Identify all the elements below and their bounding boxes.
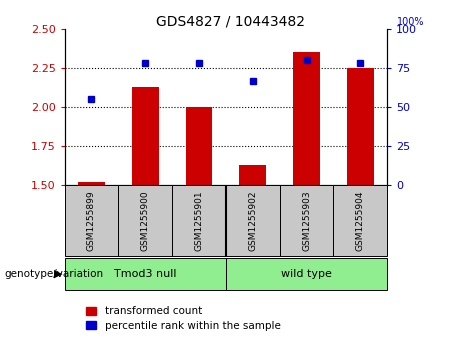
FancyBboxPatch shape [65,258,226,290]
FancyBboxPatch shape [65,185,118,256]
FancyBboxPatch shape [118,185,172,256]
Text: GSM1255903: GSM1255903 [302,190,311,251]
Text: GSM1255899: GSM1255899 [87,190,96,251]
Text: GSM1255904: GSM1255904 [356,190,365,251]
Text: GSM1255900: GSM1255900 [141,190,150,251]
Bar [185,107,213,185]
Text: 100%: 100% [396,17,424,27]
Bar [132,87,159,185]
FancyBboxPatch shape [333,185,387,256]
Text: GSM1255901: GSM1255901 [195,190,203,251]
FancyBboxPatch shape [226,258,387,290]
Text: GSM1255902: GSM1255902 [248,190,257,251]
Bar [78,182,105,185]
Bar [293,52,320,185]
Text: GDS4827 / 10443482: GDS4827 / 10443482 [156,15,305,29]
Bar [347,68,374,185]
FancyBboxPatch shape [280,185,333,256]
FancyBboxPatch shape [226,185,280,256]
Text: Tmod3 null: Tmod3 null [114,269,177,279]
Legend: transformed count, percentile rank within the sample: transformed count, percentile rank withi… [86,306,280,331]
Text: ▶: ▶ [54,269,62,279]
FancyBboxPatch shape [172,185,226,256]
Bar [239,165,266,185]
Text: genotype/variation: genotype/variation [5,269,104,279]
Text: wild type: wild type [281,269,332,279]
